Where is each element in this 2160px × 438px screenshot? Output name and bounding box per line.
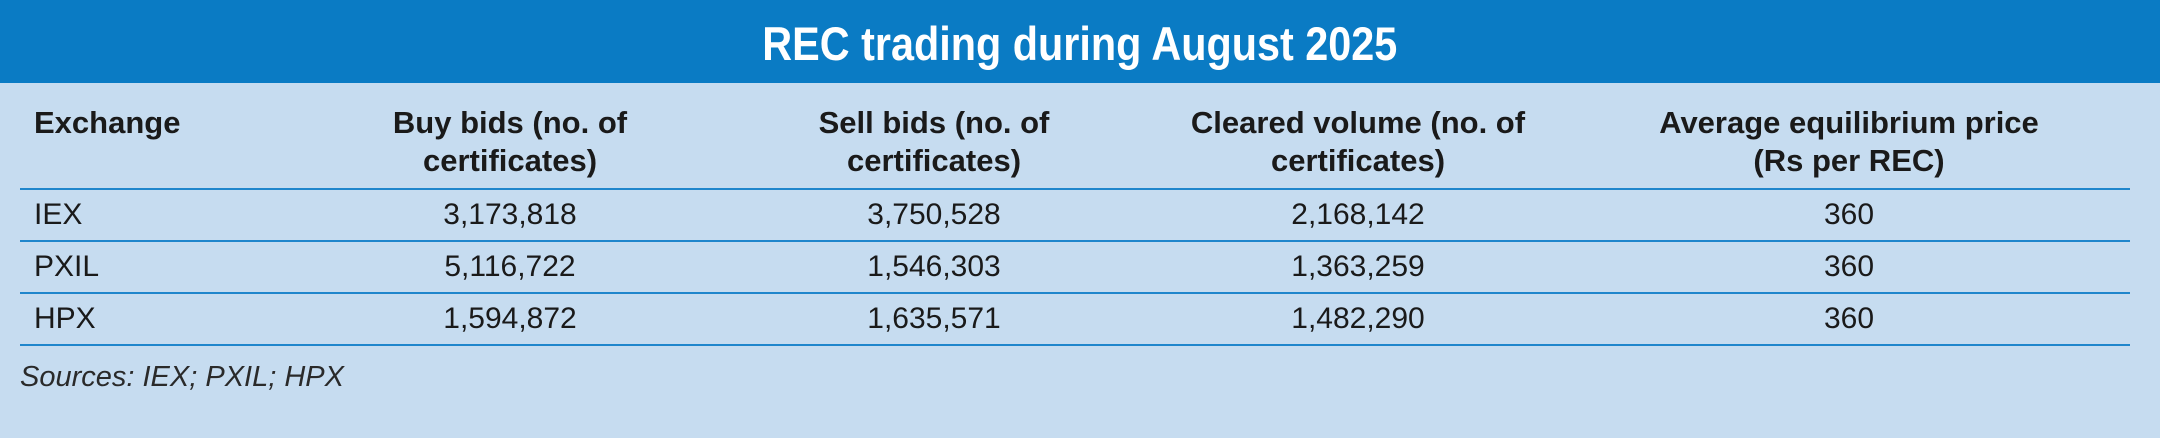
buy-bids-cell: 5,116,722 — [300, 240, 720, 293]
header-line: Average equilibrium price — [1659, 105, 2039, 140]
exchange-cell: PXIL — [20, 240, 300, 293]
table-row: IEX 3,173,818 3,750,528 2,168,142 360 — [20, 188, 2130, 241]
average-price-cell: 360 — [1568, 240, 2130, 293]
column-header-average-price: Average equilibrium price (Rs per REC) — [1568, 102, 2130, 189]
table-row: HPX 1,594,872 1,635,571 1,482,290 360 — [20, 292, 2130, 346]
buy-bids-cell: 3,173,818 — [300, 188, 720, 241]
header-line: Exchange — [34, 105, 181, 140]
source-note: Sources: IEX; PXIL; HPX — [20, 361, 344, 393]
title-bar: REC trading during August 2025 — [0, 0, 2160, 83]
column-header-buy-bids: Buy bids (no. of certificates) — [300, 102, 720, 189]
header-line: Sell bids (no. of — [818, 105, 1050, 140]
column-header-exchange: Exchange — [20, 102, 300, 189]
cleared-volume-cell: 2,168,142 — [1148, 188, 1568, 241]
exchange-cell: HPX — [20, 292, 300, 346]
average-price-cell: 360 — [1568, 188, 2130, 241]
header-line: certificates) — [846, 143, 1022, 178]
header-line: (Rs per REC) — [1753, 143, 1945, 178]
column-header-sell-bids: Sell bids (no. of certificates) — [720, 102, 1148, 189]
header-line: Cleared volume (no. of — [1190, 105, 1526, 140]
sell-bids-cell: 1,635,571 — [720, 292, 1148, 346]
buy-bids-cell: 1,594,872 — [300, 292, 720, 346]
header-line: certificates) — [1270, 143, 1446, 178]
sell-bids-cell: 1,546,303 — [720, 240, 1148, 293]
header-line: certificates) — [422, 143, 598, 178]
cleared-volume-cell: 1,363,259 — [1148, 240, 1568, 293]
exchange-cell: IEX — [20, 188, 300, 241]
table-row: PXIL 5,116,722 1,546,303 1,363,259 360 — [20, 240, 2130, 293]
average-price-cell: 360 — [1568, 292, 2130, 346]
header-line: Buy bids (no. of — [392, 105, 628, 140]
sell-bids-cell: 3,750,528 — [720, 188, 1148, 241]
table-title: REC trading during August 2025 — [762, 17, 1398, 70]
rec-trading-table: Exchange Buy bids (no. of certificates) … — [20, 102, 2130, 346]
header-row: Exchange Buy bids (no. of certificates) … — [20, 102, 2130, 189]
cleared-volume-cell: 1,482,290 — [1148, 292, 1568, 346]
column-header-cleared-volume: Cleared volume (no. of certificates) — [1148, 102, 1568, 189]
